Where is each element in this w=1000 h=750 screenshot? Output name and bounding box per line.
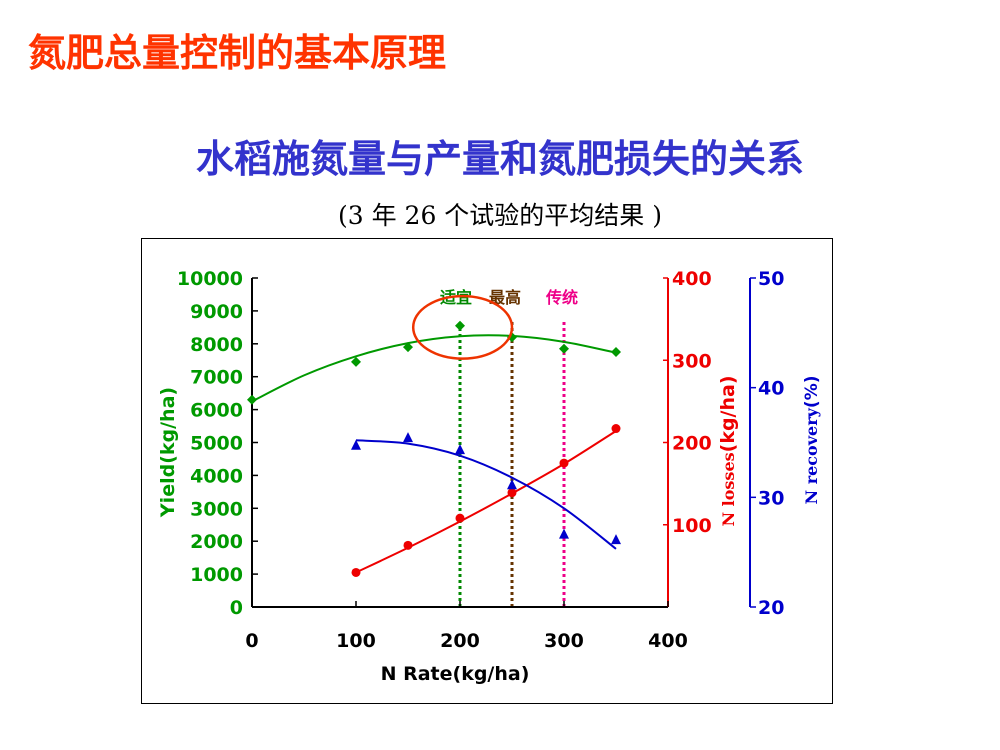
losses-fit-line <box>355 430 617 574</box>
losses-tick-label: 200 <box>672 433 712 455</box>
losses-tick-label: 300 <box>672 350 712 372</box>
recovery-label-prefix: N recovery <box>802 407 821 504</box>
chart-frame <box>141 238 833 704</box>
yield-point <box>351 356 361 367</box>
yield-fit-line <box>251 334 617 403</box>
x-axis-label: N Rate(kg/ha) <box>381 663 530 685</box>
losses-point <box>507 488 517 498</box>
yield-point <box>247 394 257 405</box>
losses-point <box>559 458 569 468</box>
losses-point <box>351 567 361 577</box>
recovery-point <box>507 479 517 490</box>
y-axis-yield-label: Yield(kg/ha) <box>157 387 179 518</box>
yield-tick-label: 4000 <box>190 465 243 487</box>
yield-tick-label: 8000 <box>190 334 243 356</box>
recovery-fit-line <box>355 439 617 550</box>
losses-point <box>455 513 465 523</box>
yield-tick-label: 1000 <box>190 564 243 586</box>
series-layer <box>247 320 621 577</box>
recovery-tick-label: 50 <box>758 268 784 290</box>
losses-tick-label: 100 <box>672 515 712 537</box>
yield-tick-label: 5000 <box>190 433 243 455</box>
y-axis-losses-label: N losses(kg/ha) <box>717 375 739 526</box>
yield-tick-label: 0 <box>230 597 243 619</box>
annotation-label: 最高 <box>489 288 521 307</box>
yield-point <box>611 347 621 358</box>
recovery-point <box>611 534 621 545</box>
recovery-point <box>351 439 361 450</box>
x-tick-label: 400 <box>648 630 688 652</box>
yield-point <box>455 320 465 331</box>
yield-tick-label: 7000 <box>190 367 243 389</box>
chart-title: 水稻施氮量与产量和氮肥损失的关系 <box>195 136 804 181</box>
x-tick-label: 0 <box>245 630 258 652</box>
axes-layer: 0 100 200 300 400010002000300040005000600070… <box>177 268 785 652</box>
x-tick-label: 200 <box>440 630 480 652</box>
annotation-layer <box>458 322 566 607</box>
recovery-point <box>403 432 413 443</box>
yield-tick-label: 10000 <box>177 268 243 290</box>
recovery-point <box>559 528 569 539</box>
labels-layer: N Rate(kg/ha) Yield(kg/ha) N losses(kg/ha)… <box>157 288 822 685</box>
recovery-tick-label: 30 <box>758 487 784 509</box>
slide-title: 氮肥总量控制的基本原理 <box>28 30 447 75</box>
y-axis-recovery-label: N recovery(%) <box>802 376 822 505</box>
losses-point <box>611 424 621 434</box>
yield-point <box>403 342 413 353</box>
x-tick-label: 300 <box>544 630 584 652</box>
x-tick-label: 100 <box>336 630 376 652</box>
highlight-ellipse <box>411 294 514 360</box>
yield-tick-label: 9000 <box>190 301 243 323</box>
yield-point <box>559 343 569 354</box>
yield-tick-label: 2000 <box>190 531 243 553</box>
recovery-tick-label: 20 <box>758 597 784 619</box>
yield-tick-label: 3000 <box>190 498 243 520</box>
chart-subtitle: (3 年 26 个试验的平均结果 ) <box>337 201 662 230</box>
yield-tick-label: 6000 <box>190 400 243 422</box>
recovery-point <box>455 444 465 455</box>
losses-point <box>403 540 413 550</box>
losses-label-suffix: (kg/ha) <box>717 375 739 452</box>
annotation-label: 传统 <box>545 288 578 307</box>
recovery-label-suffix: (%) <box>802 376 822 409</box>
losses-label-prefix: N losses <box>719 452 738 526</box>
recovery-tick-label: 40 <box>758 378 784 400</box>
losses-tick-label: 400 <box>672 268 712 290</box>
